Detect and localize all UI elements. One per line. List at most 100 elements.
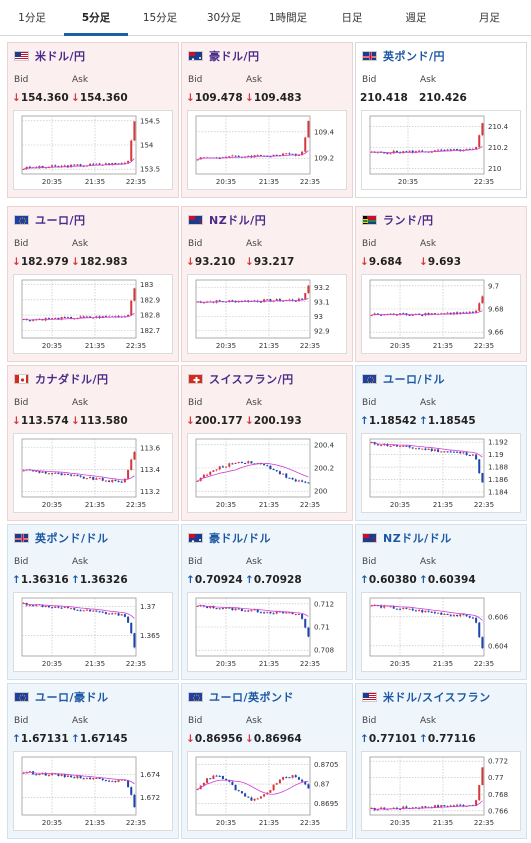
candle-body bbox=[247, 155, 250, 157]
mini-chart[interactable]: 20:35 21:35 22:35 1.674 1.672 bbox=[13, 751, 173, 831]
currency-card[interactable]: 豪ドル/ドル Bid Ask ↑0.70924 ↑0.70928 20:35 21:35 22… bbox=[181, 524, 353, 680]
tab-2[interactable]: 5分足 bbox=[64, 0, 128, 36]
currency-pair[interactable]: ユーロ/ドル bbox=[383, 373, 446, 386]
ask-value: 210.426 bbox=[419, 92, 467, 104]
mini-chart[interactable]: 20:35 21:35 22:35 200.4 200.2 200 bbox=[187, 433, 347, 513]
candle-body bbox=[98, 163, 101, 165]
candle-body bbox=[294, 775, 297, 778]
x-tick-label: 22:35 bbox=[126, 342, 146, 350]
tab-3[interactable]: 15分足 bbox=[142, 12, 178, 24]
candle-body bbox=[57, 165, 60, 167]
card-header: 英ポンド/円 bbox=[362, 49, 445, 63]
candle-body bbox=[481, 123, 484, 136]
currency-pair[interactable]: ユーロ/円 bbox=[35, 214, 86, 227]
chart-svg: 20:35 21:35 22:35 1.37 1.365 bbox=[21, 597, 160, 668]
mini-chart[interactable]: 20:35 21:35 22:35 154.5 154 153.5 bbox=[13, 110, 173, 190]
candle-body bbox=[101, 478, 104, 481]
mini-chart[interactable]: 20:35 21:35 22:35 183 182.9 182.8 182.7 bbox=[13, 274, 173, 354]
bid-value: ↓93.210 bbox=[186, 256, 235, 268]
candle-body bbox=[127, 160, 130, 163]
candle-body bbox=[57, 317, 60, 320]
mini-chart[interactable]: 20:35 21:35 22:35 109.4 109.2 bbox=[187, 110, 347, 190]
currency-pair[interactable]: 豪ドル/円 bbox=[209, 50, 260, 63]
currency-pair[interactable]: ユーロ/英ポンド bbox=[209, 691, 295, 704]
moving-average-line bbox=[197, 298, 309, 303]
candle-body bbox=[449, 451, 452, 453]
candle-body bbox=[196, 480, 199, 482]
plot-frame bbox=[21, 597, 137, 657]
y-tick-label: 0.712 bbox=[314, 600, 334, 608]
candle-body bbox=[376, 444, 379, 446]
bid-label: Bid bbox=[188, 398, 203, 408]
y-tick-label: 0.766 bbox=[488, 807, 509, 815]
candle-body bbox=[399, 808, 402, 810]
bid-value-text: 1.36316 bbox=[20, 574, 69, 586]
mini-chart[interactable]: 20:35 21:35 22:35 0.8705 0.87 0.8695 bbox=[187, 751, 347, 831]
candle-body bbox=[440, 313, 443, 315]
currency-card[interactable]: 米ドル/スイスフラン Bid Ask ↑0.77101 ↑0.77116 20:35 21:… bbox=[355, 683, 527, 839]
currency-pair[interactable]: 豪ドル/ドル bbox=[209, 532, 272, 545]
mini-chart[interactable]: 20:35 21:35 22:35 1.37 1.365 bbox=[13, 592, 173, 672]
candle-body bbox=[247, 461, 250, 464]
candle-body bbox=[108, 163, 111, 165]
candle-body bbox=[41, 604, 44, 607]
currency-card[interactable]: ランド/円 Bid Ask ↓9.684 ↓9.693 20:35 21:35 22:35 9.… bbox=[355, 206, 527, 362]
currency-pair[interactable]: ユーロ/豪ドル bbox=[35, 691, 109, 704]
currency-card[interactable]: ユーロ/円 Bid Ask ↓182.979 ↓182.983 20:35 21:35 22:… bbox=[7, 206, 179, 362]
currency-card[interactable]: ユーロ/英ポンド Bid Ask ↓0.86956 ↓0.86964 20:35 21:35… bbox=[181, 683, 353, 839]
mini-chart[interactable]: 20:35 22:35 210.4 210.2 210 bbox=[361, 110, 521, 190]
currency-pair[interactable]: スイスフラン/円 bbox=[209, 373, 294, 386]
tab-7[interactable]: 週足 bbox=[405, 12, 427, 24]
mini-chart[interactable]: 20:35 21:35 22:35 93.2 93.1 93 92.9 bbox=[187, 274, 347, 354]
candle-body bbox=[104, 316, 107, 318]
candle-body bbox=[196, 159, 199, 161]
arrow-down-icon: ↓ bbox=[71, 256, 80, 268]
ask-label: Ask bbox=[72, 75, 89, 85]
candle-body bbox=[478, 303, 481, 311]
currency-pair[interactable]: 米ドル/スイスフラン bbox=[383, 691, 491, 704]
y-tick-label: 0.708 bbox=[314, 647, 334, 655]
currency-card[interactable]: 米ドル/円 Bid Ask ↓154.360 ↓154.360 20:35 21:35 22:… bbox=[7, 42, 179, 198]
currency-pair[interactable]: NZドル/ドル bbox=[383, 532, 452, 545]
tab-1[interactable]: 1分足 bbox=[18, 12, 46, 24]
candle-body bbox=[446, 149, 449, 151]
candle-body bbox=[468, 311, 471, 314]
candle-body bbox=[250, 610, 253, 612]
y-tick-label: 200.2 bbox=[314, 465, 334, 473]
tab-5[interactable]: 1時間足 bbox=[268, 12, 308, 24]
currency-card[interactable]: 豪ドル/円 Bid Ask ↓109.478 ↓109.483 20:35 21:35 22:… bbox=[181, 42, 353, 198]
candle-body bbox=[89, 316, 92, 318]
currency-pair[interactable]: 英ポンド/ドル bbox=[35, 532, 109, 545]
currency-card[interactable]: スイスフラン/円 Bid Ask ↓200.177 ↓200.193 20:35 21:35… bbox=[181, 365, 353, 521]
mini-chart[interactable]: 20:35 21:35 22:35 0.712 0.71 0.708 bbox=[187, 592, 347, 672]
currency-card[interactable]: NZドル/円 Bid Ask ↓93.210 ↓93.217 20:35 21:35 22:3… bbox=[181, 206, 353, 362]
tab-6[interactable]: 日足 bbox=[341, 12, 363, 24]
currency-card[interactable]: カナダドル/円 Bid Ask ↓113.574 ↓113.580 20:35 21:35 2… bbox=[7, 365, 179, 521]
tab-4[interactable]: 30分足 bbox=[206, 12, 242, 24]
currency-pair[interactable]: カナダドル/円 bbox=[35, 373, 109, 386]
currency-card[interactable]: NZドル/ドル Bid Ask ↑0.60380 ↑0.60394 20:35 21:35 2… bbox=[355, 524, 527, 680]
candle-body bbox=[22, 319, 25, 321]
currency-card[interactable]: 英ポンド/ドル Bid Ask ↑1.36316 ↑1.36326 20:35 21:35 2… bbox=[7, 524, 179, 680]
currency-pair[interactable]: 米ドル/円 bbox=[35, 50, 86, 63]
candle-body bbox=[82, 610, 85, 612]
mini-chart[interactable]: 20:35 21:35 22:35 1.192 1.19 1.188 1.186 1.184 bbox=[361, 433, 521, 513]
candle-body bbox=[234, 155, 237, 157]
candle-body bbox=[196, 605, 199, 607]
x-tick-label: 21:35 bbox=[85, 819, 105, 827]
tab-8[interactable]: 月足 bbox=[479, 12, 500, 24]
currency-pair[interactable]: ランド/円 bbox=[383, 214, 434, 227]
currency-card[interactable]: ユーロ/ドル Bid Ask ↑1.18542 ↑1.18545 20:35 21:35 22… bbox=[355, 365, 527, 521]
mini-chart[interactable]: 20:35 21:35 22:35 0.606 0.604 bbox=[361, 592, 521, 672]
currency-card[interactable]: 英ポンド/円 Bid Ask 210.418 210.426 20:35 22:35 210.… bbox=[355, 42, 527, 198]
mini-chart[interactable]: 20:35 21:35 22:35 9.7 9.68 9.66 bbox=[361, 274, 521, 354]
mini-chart[interactable]: 20:35 21:35 22:35 113.6 113.4 113.2 bbox=[13, 433, 173, 513]
candle-body bbox=[297, 155, 300, 157]
currency-pair[interactable]: NZドル/円 bbox=[209, 214, 267, 227]
mini-chart[interactable]: 20:35 21:35 22:35 0.772 0.77 0.768 0.766 bbox=[361, 751, 521, 831]
x-tick-label: 21:35 bbox=[433, 501, 453, 509]
currency-card[interactable]: ユーロ/豪ドル Bid Ask ↑1.67131 ↑1.67145 20:35 21:35 2… bbox=[7, 683, 179, 839]
currency-pair[interactable]: 英ポンド/円 bbox=[383, 50, 446, 63]
candle-body bbox=[433, 612, 436, 614]
arrow-up-icon: ↑ bbox=[245, 574, 254, 586]
